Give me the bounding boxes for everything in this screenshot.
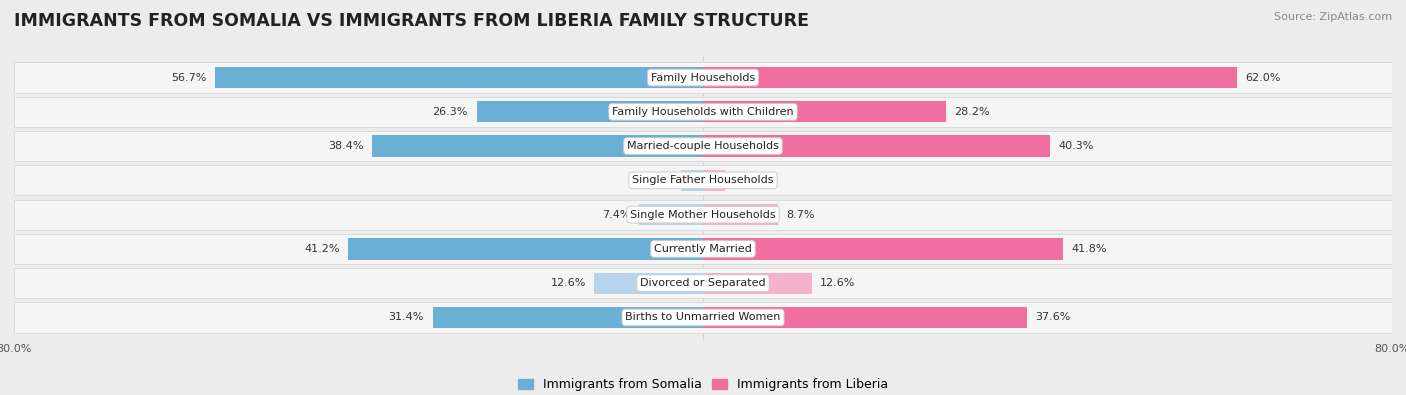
- Bar: [703, 67, 1237, 88]
- Text: 28.2%: 28.2%: [955, 107, 990, 117]
- Text: 41.2%: 41.2%: [304, 244, 340, 254]
- Bar: [215, 67, 703, 88]
- Text: 37.6%: 37.6%: [1035, 312, 1071, 322]
- Text: 26.3%: 26.3%: [433, 107, 468, 117]
- Text: Currently Married: Currently Married: [654, 244, 752, 254]
- Text: 56.7%: 56.7%: [170, 73, 207, 83]
- Text: 7.4%: 7.4%: [602, 210, 631, 220]
- Bar: [703, 204, 778, 225]
- Legend: Immigrants from Somalia, Immigrants from Liberia: Immigrants from Somalia, Immigrants from…: [513, 373, 893, 395]
- Text: 38.4%: 38.4%: [328, 141, 364, 151]
- Text: Family Households: Family Households: [651, 73, 755, 83]
- Text: 41.8%: 41.8%: [1071, 244, 1107, 254]
- Text: Source: ZipAtlas.com: Source: ZipAtlas.com: [1274, 12, 1392, 22]
- Text: Married-couple Households: Married-couple Households: [627, 141, 779, 151]
- Text: Single Father Households: Single Father Households: [633, 175, 773, 185]
- Bar: [14, 268, 1392, 298]
- Text: 62.0%: 62.0%: [1246, 73, 1281, 83]
- Text: 12.6%: 12.6%: [551, 278, 586, 288]
- Text: IMMIGRANTS FROM SOMALIA VS IMMIGRANTS FROM LIBERIA FAMILY STRUCTURE: IMMIGRANTS FROM SOMALIA VS IMMIGRANTS FR…: [14, 12, 808, 30]
- Bar: [682, 170, 703, 191]
- Bar: [703, 101, 946, 122]
- Bar: [703, 135, 1050, 157]
- Text: 2.5%: 2.5%: [644, 175, 673, 185]
- Bar: [349, 238, 703, 260]
- Bar: [703, 273, 811, 294]
- Text: 31.4%: 31.4%: [388, 312, 425, 322]
- Text: 2.5%: 2.5%: [733, 175, 762, 185]
- Bar: [14, 302, 1392, 333]
- Text: Single Mother Households: Single Mother Households: [630, 210, 776, 220]
- Bar: [640, 204, 703, 225]
- Bar: [14, 62, 1392, 93]
- Bar: [14, 97, 1392, 127]
- Bar: [433, 307, 703, 328]
- Bar: [477, 101, 703, 122]
- Text: Divorced or Separated: Divorced or Separated: [640, 278, 766, 288]
- Bar: [703, 238, 1063, 260]
- Text: 40.3%: 40.3%: [1059, 141, 1094, 151]
- Bar: [595, 273, 703, 294]
- Bar: [703, 307, 1026, 328]
- Bar: [14, 165, 1392, 196]
- Bar: [703, 170, 724, 191]
- Text: 8.7%: 8.7%: [786, 210, 815, 220]
- Bar: [14, 131, 1392, 161]
- Bar: [14, 234, 1392, 264]
- Text: Births to Unmarried Women: Births to Unmarried Women: [626, 312, 780, 322]
- Text: Family Households with Children: Family Households with Children: [612, 107, 794, 117]
- Bar: [373, 135, 703, 157]
- Text: 12.6%: 12.6%: [820, 278, 855, 288]
- Bar: [14, 199, 1392, 230]
